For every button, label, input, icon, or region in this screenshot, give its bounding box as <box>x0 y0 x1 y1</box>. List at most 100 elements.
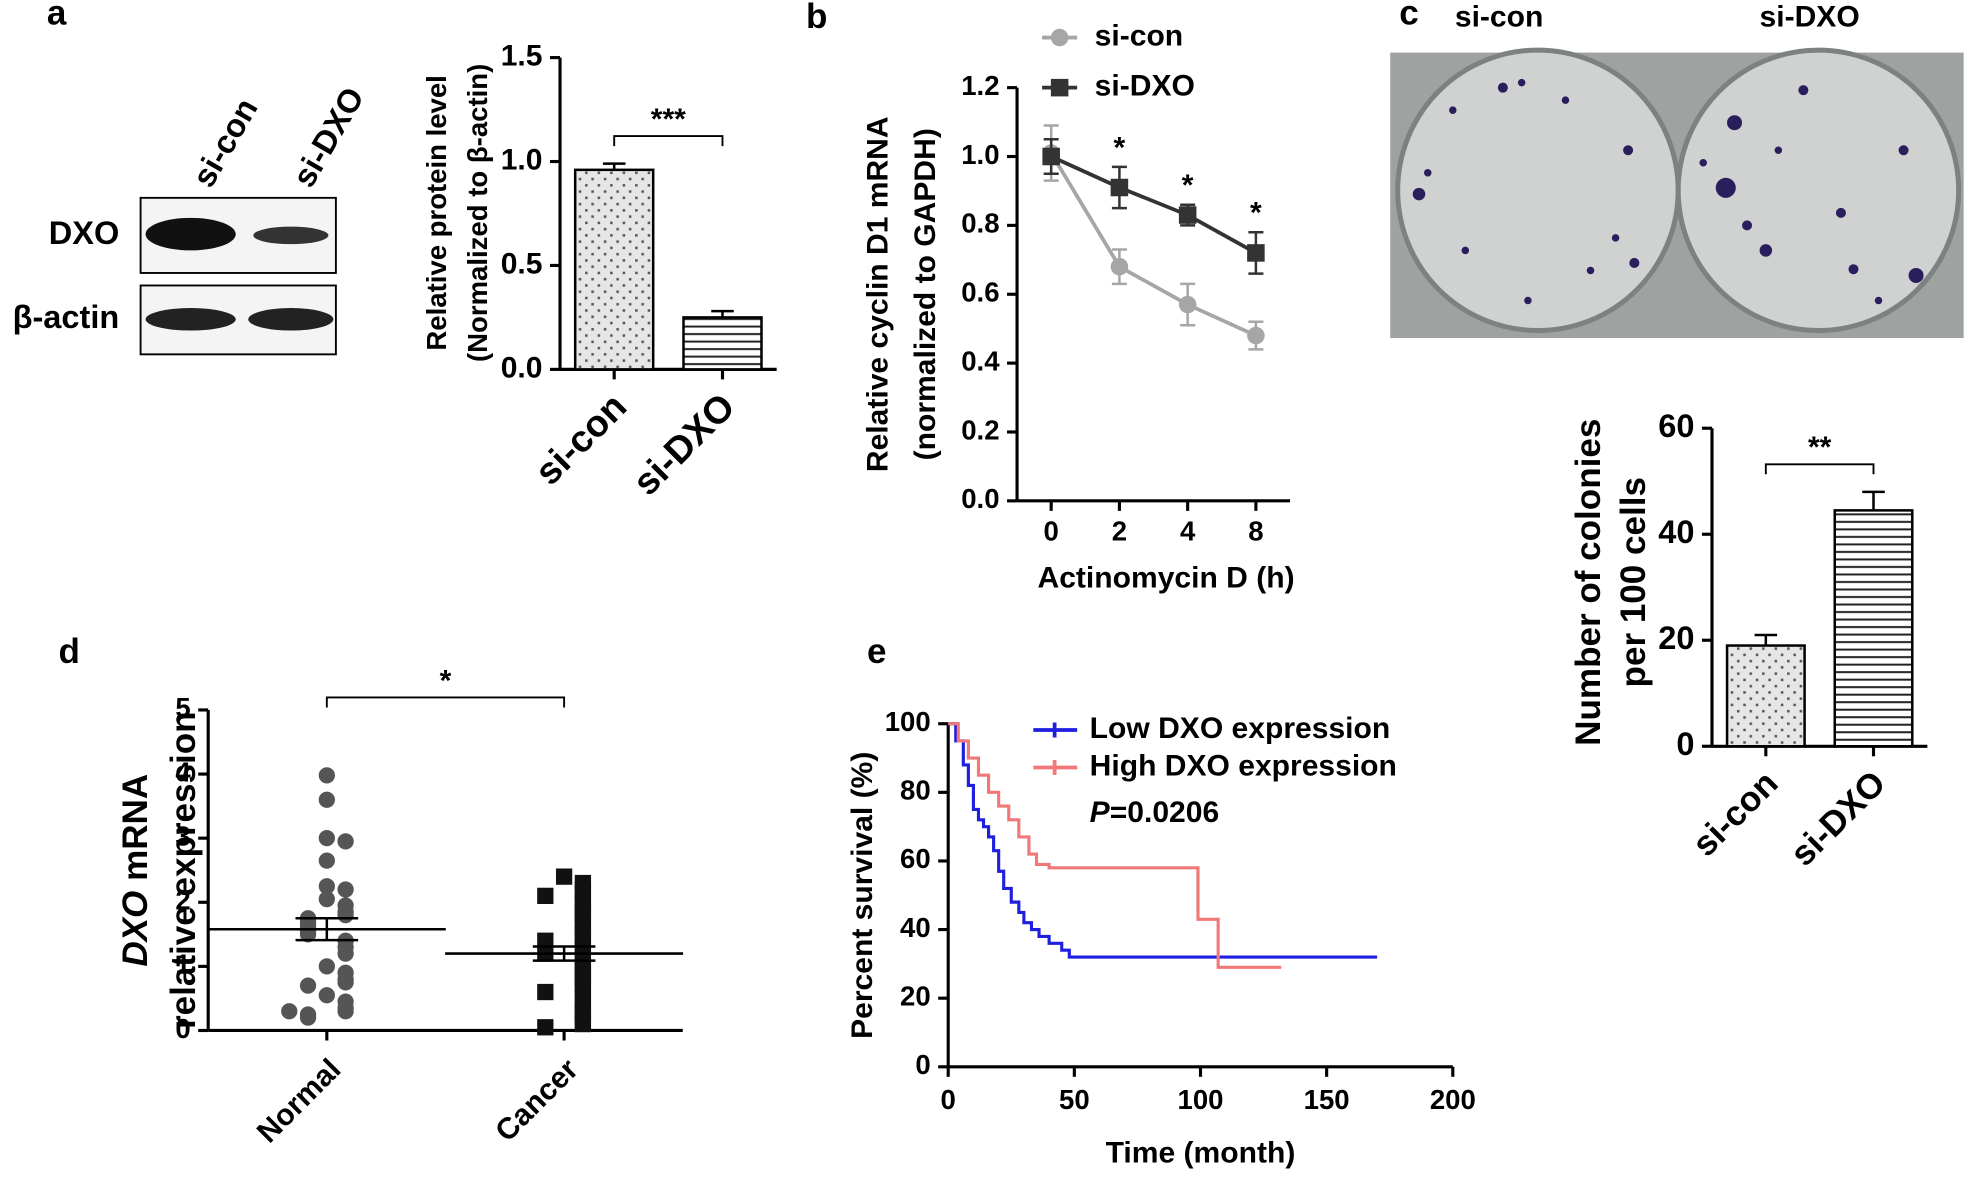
point <box>318 767 335 784</box>
significance-label: * <box>1114 131 1126 164</box>
y-tick-label: 0.5 <box>501 247 543 280</box>
point <box>299 977 317 994</box>
blot-band <box>145 308 236 331</box>
blot-band <box>248 308 334 331</box>
y-axis-label: (Normalized to β-actin) <box>462 64 493 362</box>
y-tick-label: 1.0 <box>961 139 999 170</box>
error-bar <box>602 162 626 170</box>
row-label: β-actin <box>13 299 120 335</box>
x-tick-label: 4 <box>1180 516 1196 547</box>
x-tick-label: Normal <box>251 1053 348 1150</box>
error-bar <box>711 309 734 318</box>
y-axis-label: Percent survival (%) <box>846 752 879 1039</box>
photo-label: si-DXO <box>1760 1 1860 34</box>
y-axis-label-italic: DXO <box>116 891 155 967</box>
y-tick-label: 60 <box>900 843 931 874</box>
point <box>337 906 354 924</box>
x-tick-label: 100 <box>1178 1084 1224 1115</box>
x-tick-label: si-DXO <box>1783 763 1893 873</box>
point <box>281 1003 298 1020</box>
error-bar <box>1862 490 1885 511</box>
y-tick-label: 1 <box>175 949 190 980</box>
sem-bar <box>532 945 596 962</box>
y-tick-label: 0.6 <box>961 277 999 308</box>
y-axis-label: Relative cyclin D1 mRNA <box>861 116 894 472</box>
point <box>318 878 335 895</box>
significance-bracket <box>325 696 566 708</box>
marker <box>1050 28 1069 47</box>
y-axis-label: per 100 cells <box>1614 477 1653 687</box>
legend-label: si-DXO <box>1095 70 1195 103</box>
point <box>337 881 354 898</box>
survival-curve <box>948 722 1282 969</box>
y-tick-label: 0 <box>915 1049 930 1080</box>
dish <box>1675 47 1962 334</box>
y-tick-label: 1.5 <box>501 40 543 73</box>
x-tick-label: 50 <box>1059 1084 1090 1115</box>
point <box>318 791 335 808</box>
point <box>299 1009 317 1026</box>
point <box>318 890 335 908</box>
point <box>537 1019 554 1036</box>
panel-letter: c <box>1399 0 1419 32</box>
significance-label: * <box>440 664 452 697</box>
x-tick-label: 0 <box>941 1084 956 1115</box>
survival-curve <box>948 722 1378 959</box>
y-tick-label: 80 <box>900 775 931 806</box>
x-tick-label: 8 <box>1248 516 1263 547</box>
x-tick-label: 200 <box>1430 1084 1476 1115</box>
y-axis-label: (normalized to GAPDH) <box>909 128 942 460</box>
p-value-italic: P <box>1090 796 1111 829</box>
panel-letter: b <box>806 0 827 36</box>
blot-band <box>253 226 329 245</box>
western-blot <box>139 196 337 356</box>
y-tick-label: 5 <box>175 692 190 723</box>
marker <box>1110 178 1129 197</box>
blot-band <box>145 217 236 251</box>
significance-label: * <box>1182 169 1194 202</box>
y-tick-label: 0 <box>1676 726 1694 762</box>
legend-label: si-con <box>1095 20 1183 53</box>
x-axis-label: Time (month) <box>1106 1136 1296 1169</box>
photo-label: si-con <box>1455 1 1543 34</box>
legend-line <box>1033 722 1078 738</box>
bar <box>682 316 763 371</box>
x-tick-label: 150 <box>1304 1084 1350 1115</box>
point <box>537 983 554 1001</box>
x-tick-label: si-DXO <box>624 385 742 503</box>
y-tick-label: 0.8 <box>961 208 999 239</box>
y-tick-label: 0 <box>175 1013 190 1044</box>
marker <box>1178 206 1197 224</box>
row-label: DXO <box>49 215 120 251</box>
panel-letter: e <box>867 632 887 671</box>
y-tick-label: 100 <box>885 706 931 737</box>
legend-line <box>1033 760 1078 776</box>
significance-label: *** <box>651 103 686 136</box>
y-tick-label: 0.0 <box>501 351 543 384</box>
lane-label: si-DXO <box>286 81 371 193</box>
point <box>537 932 554 949</box>
point <box>537 887 554 905</box>
y-tick-label: 3 <box>175 820 190 851</box>
marker <box>1110 257 1129 276</box>
colonies <box>1412 78 1924 305</box>
lane-label: si-con <box>186 92 265 193</box>
y-tick-label: 40 <box>1658 514 1694 550</box>
y-tick-label: 0.4 <box>961 345 1000 376</box>
colony-photo <box>1390 47 1964 339</box>
y-tick-label: 1.0 <box>501 143 543 176</box>
y-tick-label: 0.0 <box>961 483 999 514</box>
significance-bracket <box>1764 463 1875 475</box>
y-axis-label: Relative protein level <box>421 75 452 350</box>
y-tick-label: 60 <box>1658 408 1694 444</box>
legend-label: Low DXO expression <box>1090 712 1391 745</box>
point <box>337 945 354 962</box>
marker <box>1247 244 1265 262</box>
x-tick-label: si-con <box>526 385 634 493</box>
point <box>555 868 573 885</box>
y-tick-label: 0.2 <box>961 414 999 445</box>
y-axis-label: Number of colonies <box>1569 419 1608 746</box>
y-tick-label: 20 <box>1658 620 1694 656</box>
